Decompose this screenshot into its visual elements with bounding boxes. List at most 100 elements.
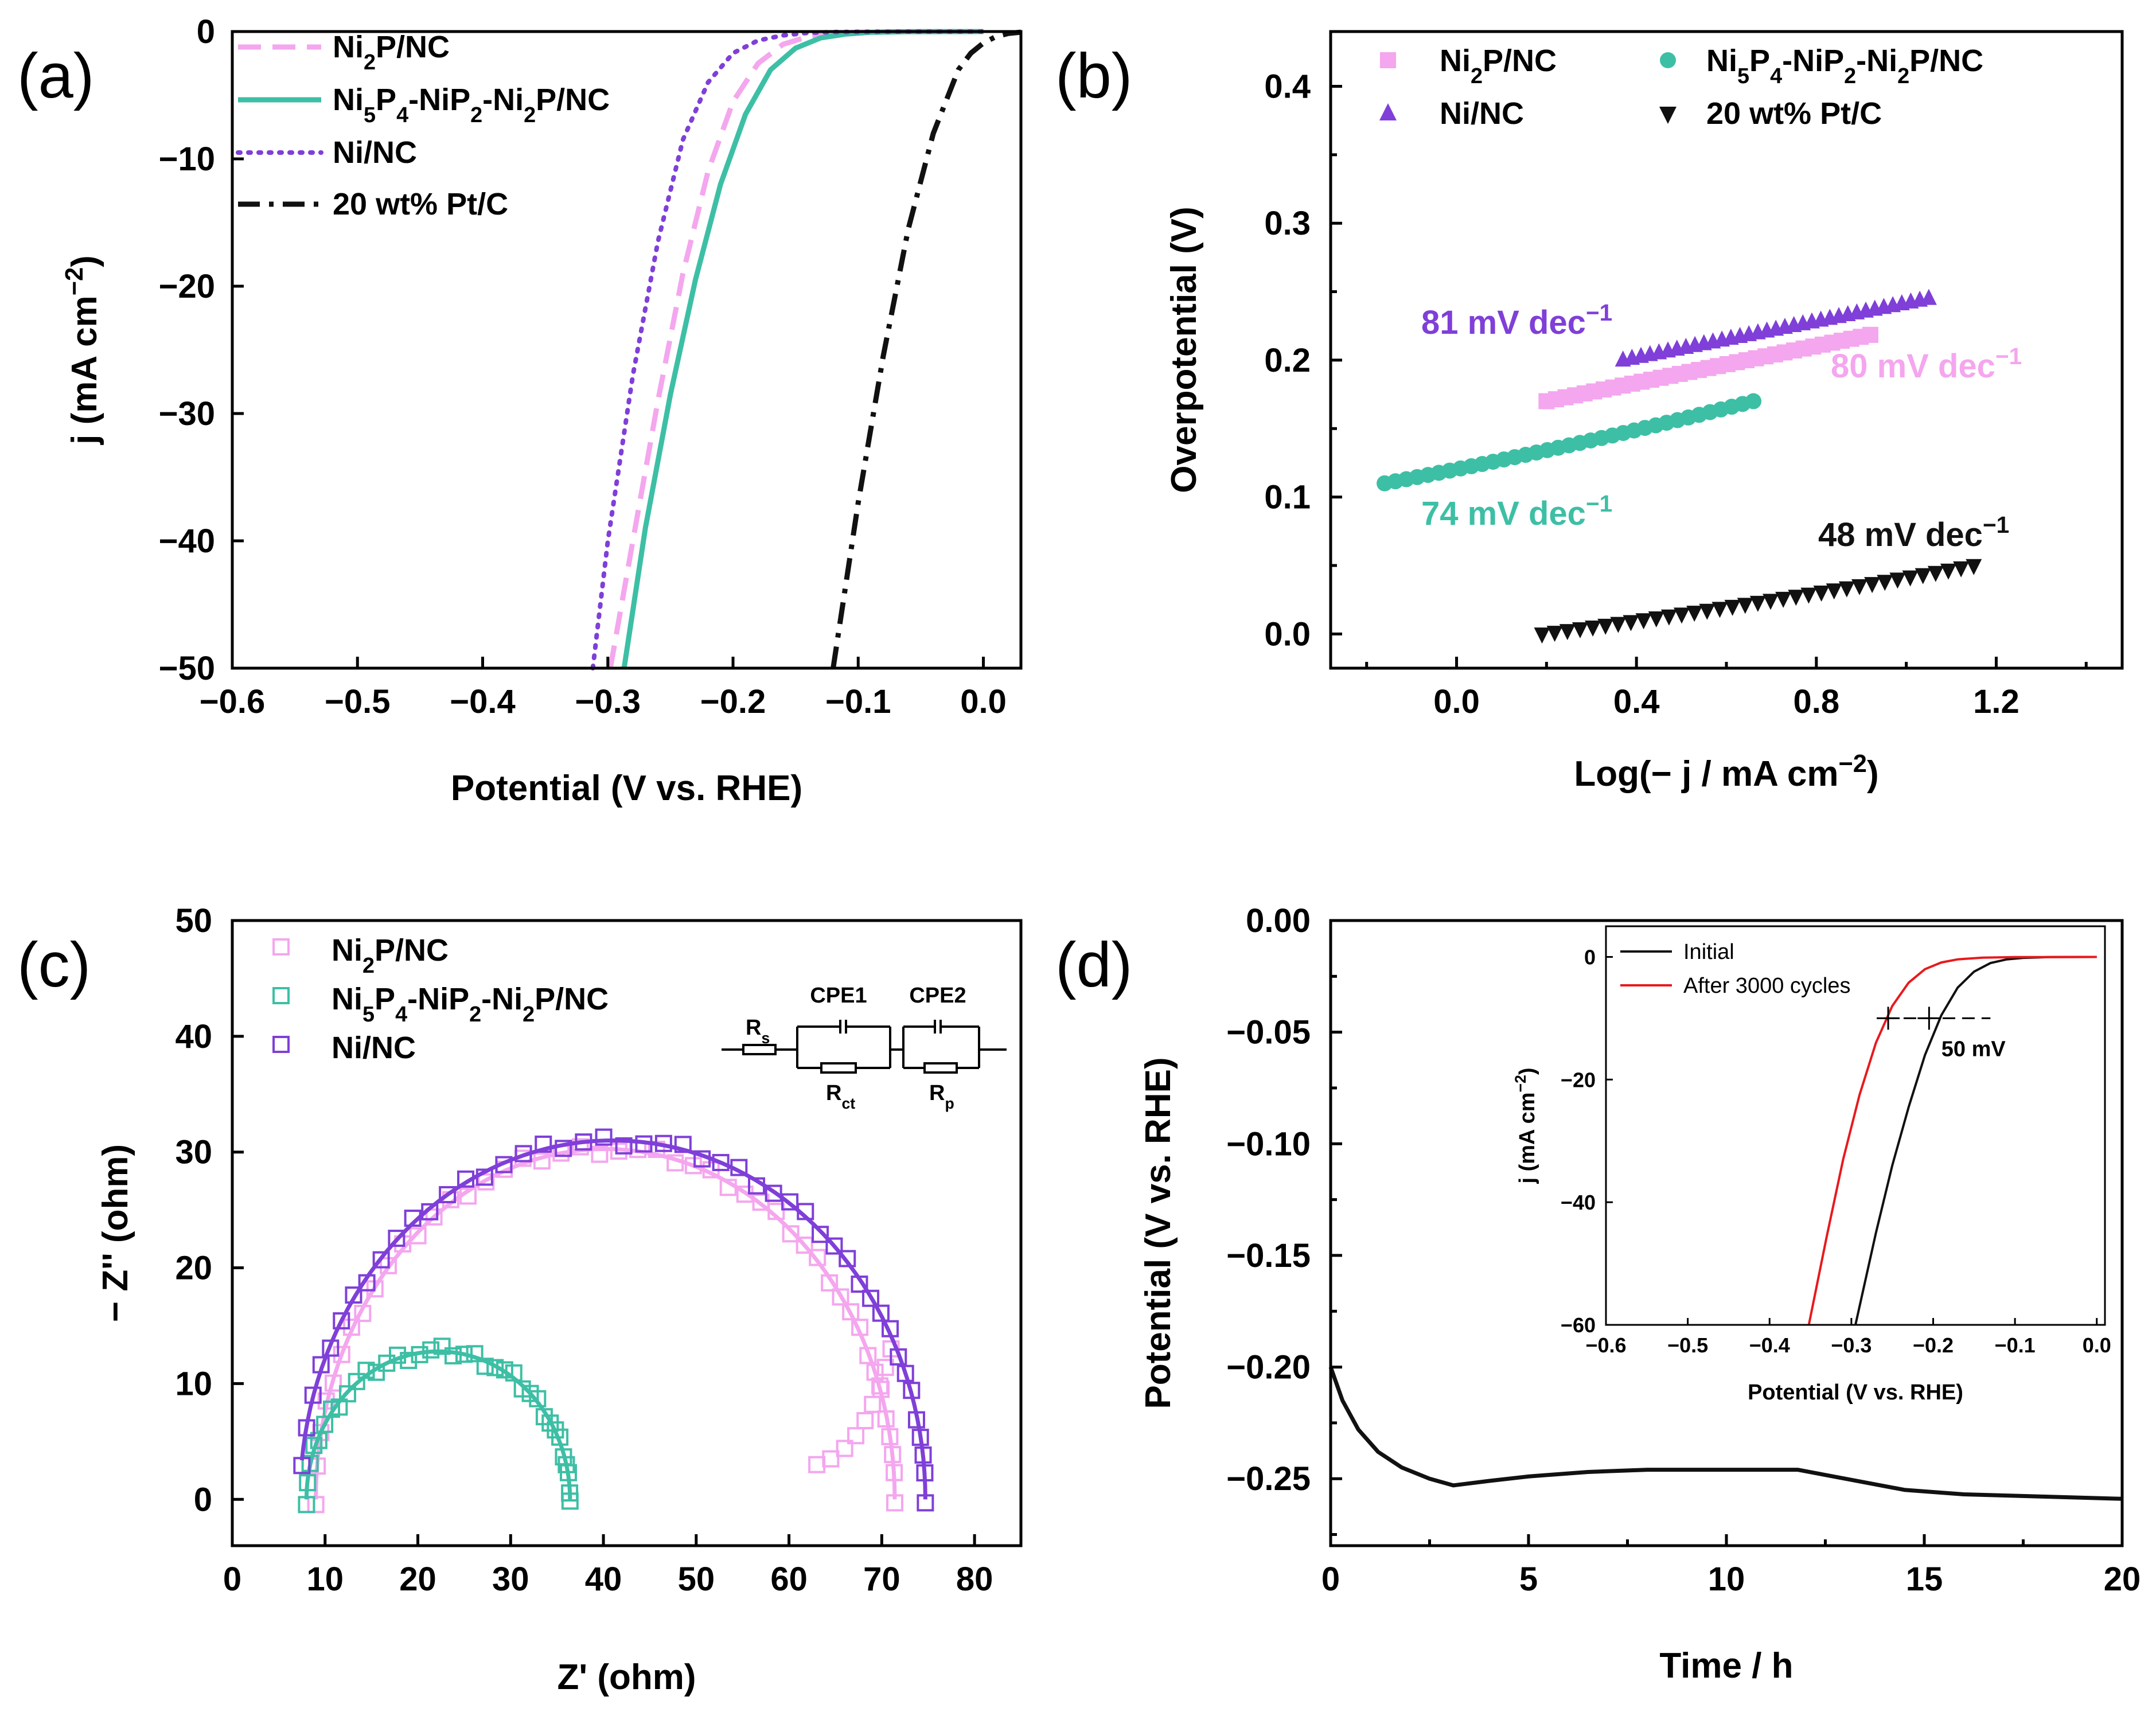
plot-frame [231,919,1023,1547]
label-part: Ni [333,30,364,64]
data-point [781,1193,799,1211]
data-point [1745,393,1762,410]
data-point [886,1464,903,1481]
data-point [1711,602,1728,618]
data-point [917,1494,934,1512]
inset-x-tick-label: −0.1 [1995,1333,2036,1357]
data-point [876,1359,894,1376]
label-part: R [826,1081,841,1105]
panel-b: 0.0 0.4 0.8 1.2 0.0 0.1 0.2 0.3 0.4 Log(− j / mA … [1055,30,2124,794]
inset-y-tick-label: −20 [1561,1068,1596,1091]
data-point [358,1274,376,1292]
data-point [839,1250,856,1268]
data-point [1920,288,1937,305]
inset-annotation: 50 mV [1941,1037,2006,1061]
x-tick-label: −0.2 [700,683,766,720]
label-part: 5 [1737,64,1749,88]
y-tick-label: 0.4 [1264,68,1311,105]
label-part: 5 [362,1003,375,1027]
label-part: Ni/NC [332,1031,416,1065]
data-point [575,1133,592,1151]
label-part: -Ni [482,83,524,117]
x-tick-label: −0.4 [450,683,516,720]
data-point [836,1440,853,1457]
series-line [1328,1366,2123,1501]
data-point [730,1159,748,1176]
label-part: P/NC [536,83,610,117]
data-point [1546,626,1563,642]
data-point [796,1237,813,1254]
data-point [372,1251,390,1269]
data-point [475,1168,493,1186]
y-tick-label: −10 [159,141,215,178]
data-point [842,1303,860,1321]
data-point [551,1428,569,1446]
x-tick-label: 0.0 [960,683,1007,720]
inset-x-tick-label: 0.0 [2083,1333,2111,1357]
label-part: 2 [523,1003,535,1027]
data-point [719,1179,737,1196]
data-point [561,1492,579,1510]
data-point [914,1446,932,1464]
label-part: R [746,1016,761,1040]
data-point [809,1249,826,1266]
inset-x-tick-label: −0.3 [1831,1333,1872,1357]
label-part: -NiP [1782,44,1844,78]
label-part: P/NC [1483,44,1557,78]
x-tick-label: 5 [1519,1561,1538,1598]
data-point [1635,613,1652,630]
inset-x-tick-label: −0.2 [1913,1333,1954,1357]
x-tick-label: 15 [1906,1561,1943,1598]
panel-c: 0 10 20 30 40 50 60 70 80 0 10 20 30 40 50 Z' (ohm) − Z'… [17,902,1023,1697]
label-part: 2 [469,1003,481,1027]
label-part: 74 mV dec [1421,495,1586,532]
data-point [333,1312,350,1330]
x-axis-label: Log(− j / mA cm−2) [1574,750,1878,794]
data-point [821,1274,839,1292]
data-point [610,1142,627,1160]
data-point [654,1134,672,1152]
data-point [851,1276,868,1293]
data-point [615,1137,633,1155]
y-tick-label: 10 [175,1365,212,1402]
data-point [1788,590,1804,606]
label-part: ct [841,1095,855,1112]
fit-line [304,1349,572,1500]
data-point [354,1305,372,1323]
data-point [1953,561,1970,578]
data-point [864,1395,882,1413]
y-tick-label: −0.20 [1226,1349,1311,1386]
y-axis-label: Potential (V vs. RHE) [1139,1057,1178,1409]
data-point [389,1346,407,1364]
inset-y-tick-label: −60 [1561,1313,1596,1337]
y-axis-label: Overpotential (V) [1164,206,1204,493]
data-point [674,1136,692,1153]
data-point [847,1427,865,1445]
data-point [444,1347,462,1364]
data-point [903,1382,921,1399]
data-point [1686,606,1703,622]
data-point [312,1356,330,1374]
data-point [1915,568,1931,584]
label-part: 4 [396,103,408,127]
data-point [825,1237,843,1255]
data-point [404,1210,422,1227]
label-part: 2 [1471,64,1483,88]
inset-legend-label: After 3000 cycles [1683,974,1850,998]
plot-frame [231,30,1023,670]
data-point [1660,52,1676,68]
data-point [535,1135,552,1153]
data-point [808,1456,826,1473]
data-point [496,1361,513,1379]
data-point [856,1412,874,1429]
y-tick-label: 40 [175,1018,212,1055]
slope-annotation: 48 mV dec−1 [1818,512,2009,553]
circuit-resistor [820,1062,857,1074]
data-point [555,1140,572,1157]
data-point [862,1289,880,1307]
label-part: P [376,83,396,117]
data-point [1800,587,1817,604]
data-point [439,1186,457,1204]
data-point [1749,595,1766,612]
data-point [916,1464,934,1482]
